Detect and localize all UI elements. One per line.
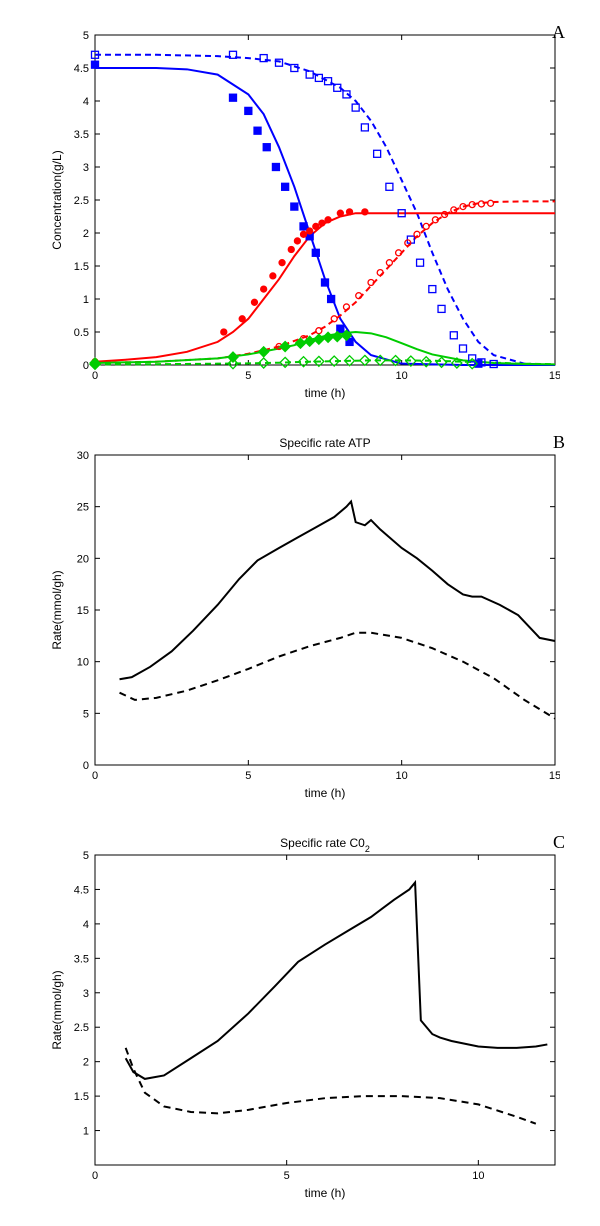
svg-text:1.5: 1.5 [74, 1091, 89, 1103]
svg-text:Rate(mmol/gh): Rate(mmol/gh) [50, 970, 64, 1049]
svg-text:1.5: 1.5 [74, 261, 89, 273]
svg-text:time (h): time (h) [305, 386, 346, 400]
svg-text:5: 5 [245, 770, 251, 782]
svg-text:2.5: 2.5 [74, 195, 89, 207]
svg-text:4.5: 4.5 [74, 63, 89, 75]
figure: A 05101500.511.522.533.544.55time (h)Con… [20, 20, 580, 1200]
svg-text:25: 25 [77, 502, 89, 514]
svg-text:1: 1 [83, 1126, 89, 1138]
svg-text:5: 5 [83, 30, 89, 42]
panel-b-label: B [553, 432, 565, 453]
svg-text:4: 4 [83, 96, 89, 108]
svg-text:3.5: 3.5 [74, 129, 89, 141]
svg-text:Rate(mmol/gh): Rate(mmol/gh) [50, 570, 64, 649]
svg-text:15: 15 [549, 770, 560, 782]
svg-text:5: 5 [284, 1170, 290, 1182]
svg-text:3.5: 3.5 [74, 953, 89, 965]
svg-text:5: 5 [83, 708, 89, 720]
svg-text:1: 1 [83, 294, 89, 306]
panel-a: A 05101500.511.522.533.544.55time (h)Con… [40, 20, 560, 400]
panel-c-label: C [553, 832, 565, 853]
svg-text:5: 5 [83, 850, 89, 862]
svg-text:5: 5 [245, 370, 251, 382]
svg-text:2.5: 2.5 [74, 1022, 89, 1034]
svg-text:2: 2 [83, 1057, 89, 1069]
svg-text:Specific rate C02: Specific rate C02 [280, 836, 370, 854]
svg-text:time (h): time (h) [305, 1186, 346, 1200]
svg-text:10: 10 [396, 770, 408, 782]
svg-text:10: 10 [472, 1170, 484, 1182]
svg-text:4.5: 4.5 [74, 884, 89, 896]
svg-text:0: 0 [92, 770, 98, 782]
svg-text:0.5: 0.5 [74, 327, 89, 339]
svg-text:15: 15 [549, 370, 560, 382]
panel-c: C 051011.522.533.544.55time (h)Rate(mmol… [40, 830, 560, 1200]
svg-text:0: 0 [92, 370, 98, 382]
svg-text:3: 3 [83, 988, 89, 1000]
svg-text:0: 0 [92, 1170, 98, 1182]
svg-text:15: 15 [77, 605, 89, 617]
svg-text:0: 0 [83, 760, 89, 772]
svg-text:Concentration(g/L): Concentration(g/L) [50, 150, 64, 249]
svg-text:2: 2 [83, 228, 89, 240]
svg-text:4: 4 [83, 919, 89, 931]
panel-b: B 051015051015202530time (h)Rate(mmol/gh… [40, 430, 560, 800]
panel-c-svg: 0 5 10 1 1.5 2 2.5 3 3.5 4 4.5 5 time (h) Rate(mmol/g… [40, 830, 560, 1200]
svg-text:Specific rate ATP: Specific rate ATP [279, 436, 370, 450]
svg-text:time (h): time (h) [305, 786, 346, 800]
svg-text:10: 10 [77, 657, 89, 669]
svg-text:10: 10 [396, 370, 408, 382]
svg-text:0: 0 [83, 360, 89, 372]
panel-a-svg: 0 5 10 15 0 0.5 1 1.5 2 2.5 3 3.5 4 4.5 5 time (h) Conce… [40, 20, 560, 400]
svg-text:3: 3 [83, 162, 89, 174]
svg-text:30: 30 [77, 450, 89, 462]
svg-text:20: 20 [77, 553, 89, 565]
panel-a-label: A [552, 22, 565, 43]
panel-b-svg: 0 5 10 15 0 5 10 15 20 25 30 time (h) Rate(mmol/gh) S… [40, 430, 560, 800]
